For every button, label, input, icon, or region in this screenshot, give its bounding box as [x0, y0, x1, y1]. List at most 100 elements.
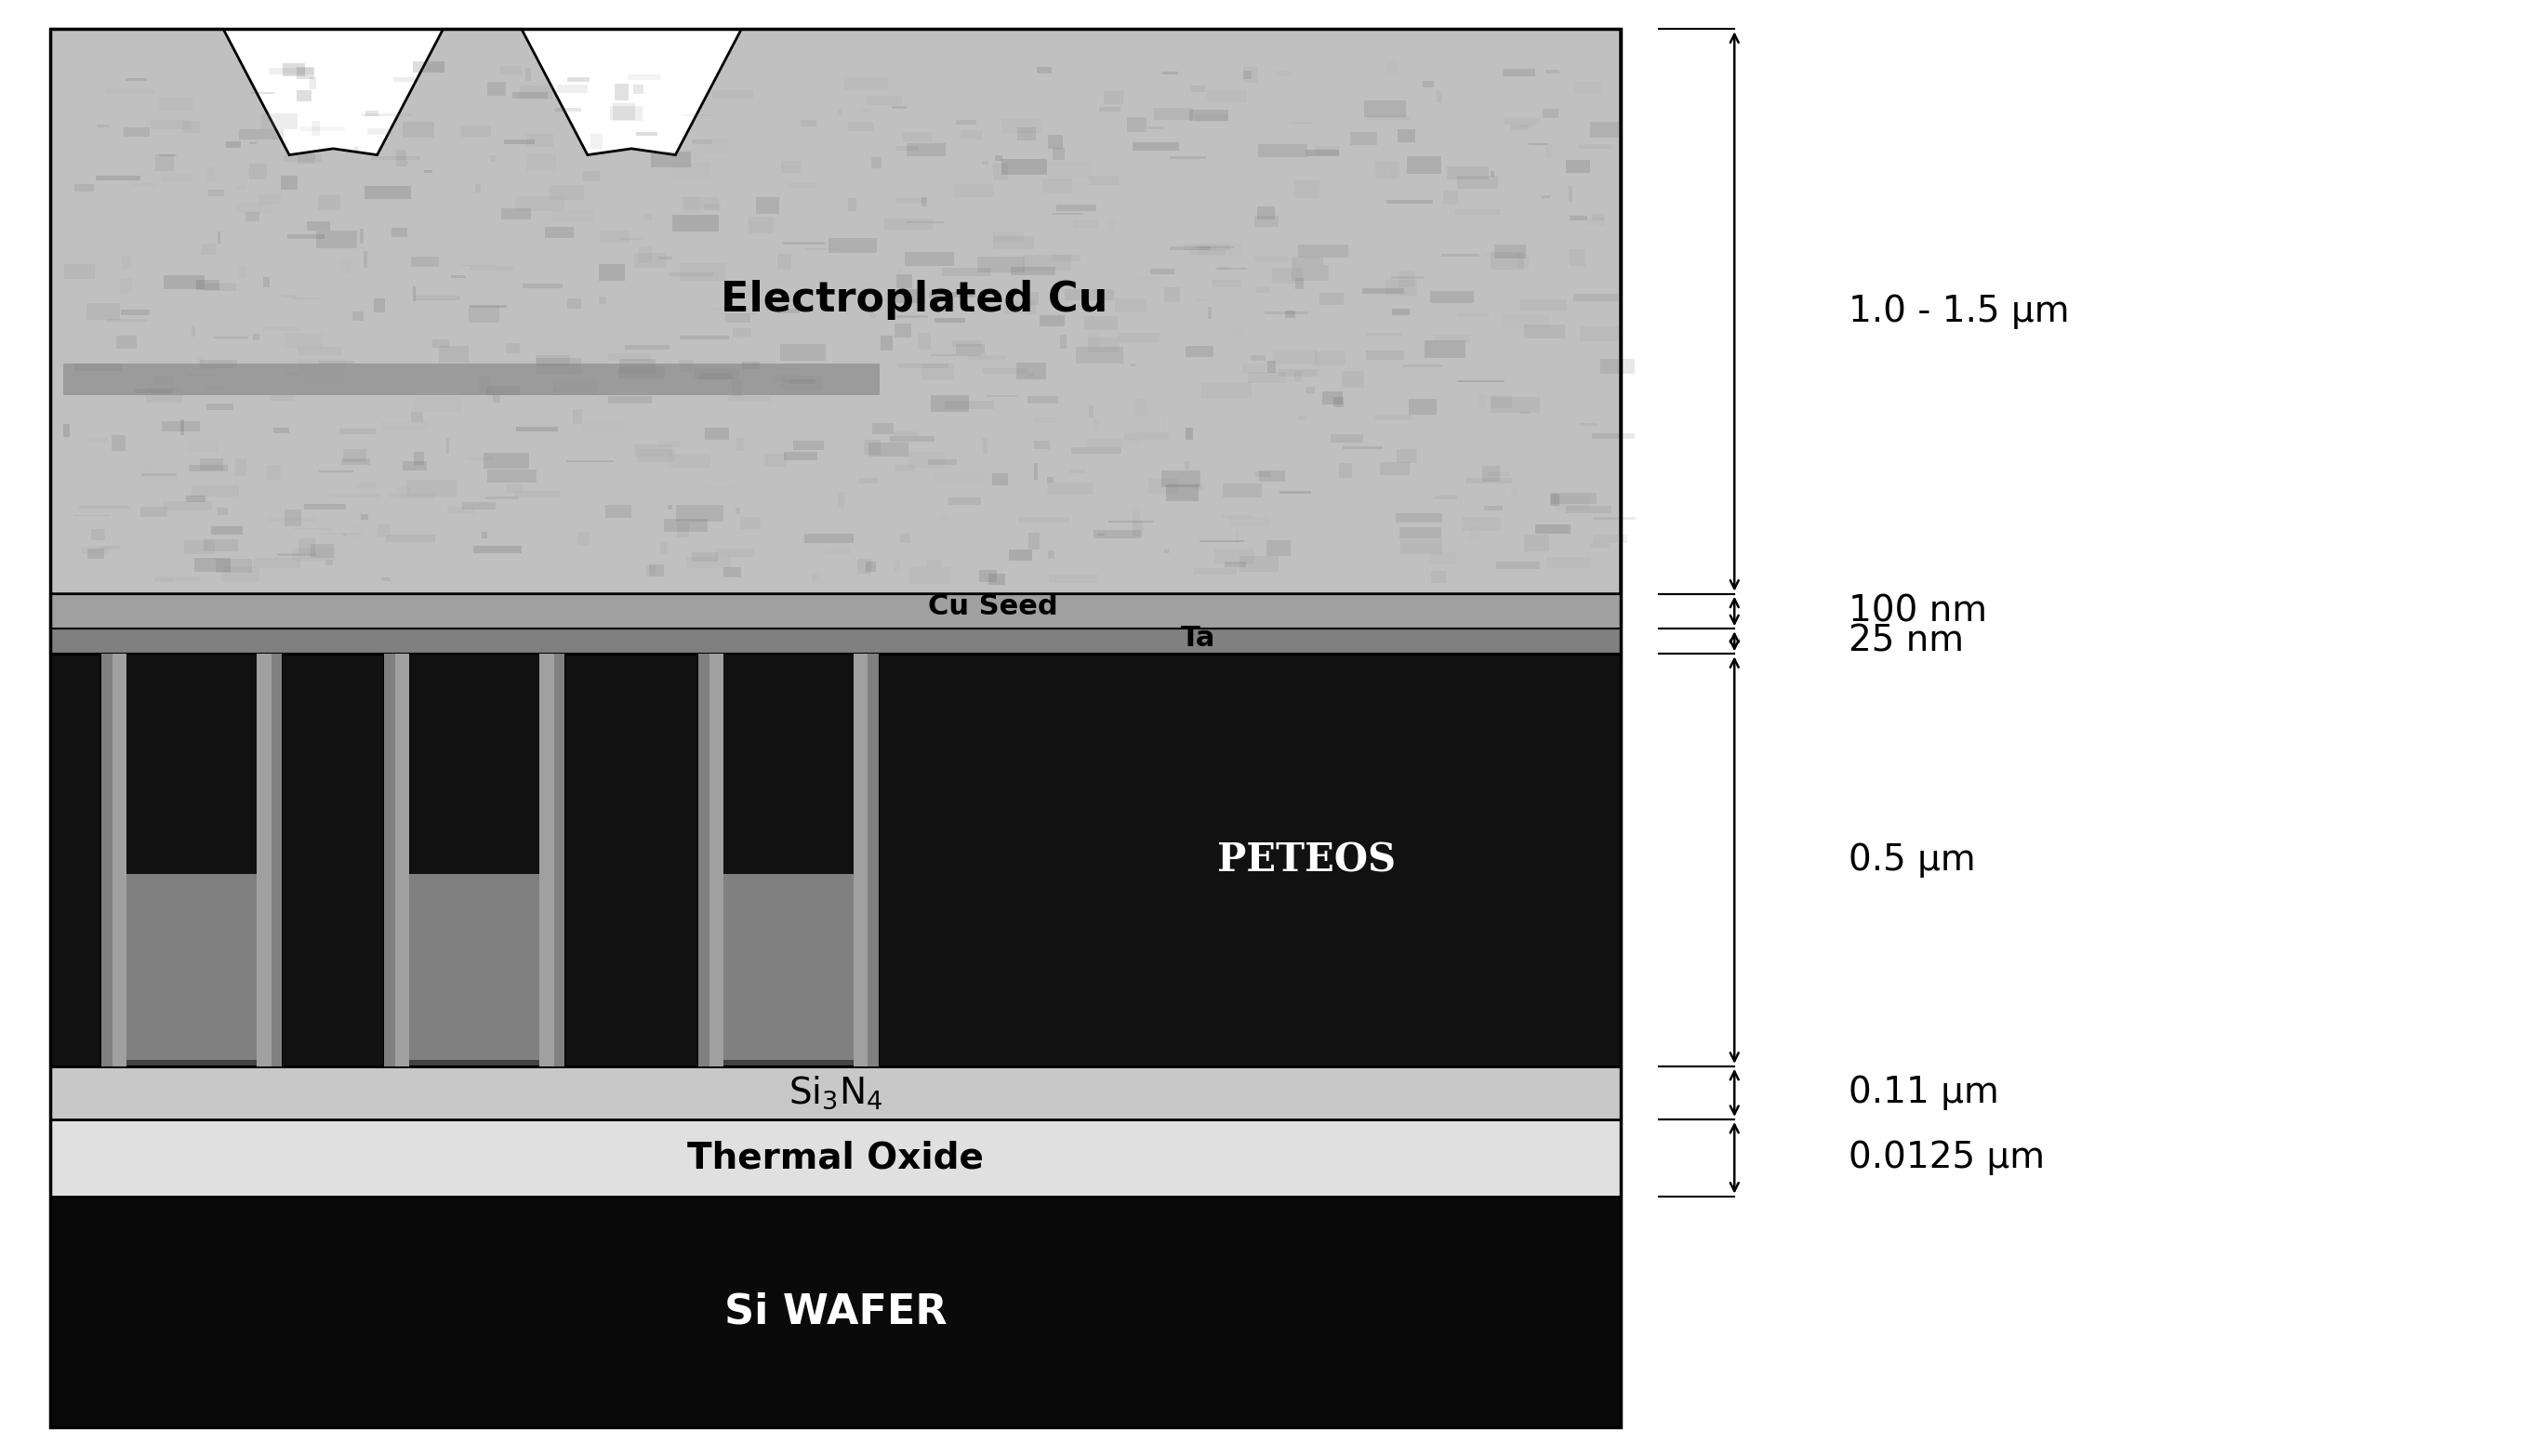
Bar [296, 90, 311, 100]
Bar [615, 83, 628, 100]
Bar [917, 333, 929, 349]
Bar [1258, 470, 1286, 482]
Bar [1165, 287, 1180, 303]
Bar [192, 326, 195, 336]
Bar [1534, 524, 1570, 533]
Bar [699, 654, 709, 1066]
Bar [1570, 186, 1572, 201]
Bar [1398, 271, 1415, 288]
Bar [1456, 380, 1504, 381]
Bar [415, 296, 461, 300]
Bar [848, 198, 856, 211]
Bar [699, 1060, 879, 1066]
Bar [1580, 424, 1598, 427]
Bar [154, 577, 200, 581]
Bar [699, 373, 732, 379]
Bar [501, 67, 522, 74]
Bar [481, 531, 489, 539]
Bar [1223, 483, 1261, 498]
Bar [1367, 333, 1403, 336]
Bar [157, 96, 195, 111]
Bar [116, 336, 137, 348]
Bar [1051, 213, 1084, 215]
Bar [1215, 268, 1246, 269]
Bar [1048, 134, 1063, 149]
Bar [284, 154, 322, 162]
Bar [1089, 333, 1099, 347]
Bar [863, 440, 881, 454]
Bar [605, 504, 630, 517]
Bar [380, 577, 390, 581]
Bar [486, 470, 537, 483]
Bar [871, 424, 894, 434]
Bar [1322, 392, 1342, 405]
Bar [952, 183, 993, 197]
Bar [871, 157, 881, 169]
Bar [1501, 316, 1550, 328]
Bar [1033, 441, 1051, 448]
Bar [205, 284, 235, 291]
Bar [1342, 371, 1365, 387]
Bar [810, 575, 818, 582]
Text: 0.11 μm: 0.11 μm [1848, 1075, 1998, 1111]
Bar [1005, 300, 1036, 314]
Bar [777, 309, 800, 313]
Bar [1048, 483, 1094, 495]
Bar [1504, 68, 1534, 76]
Bar [1195, 246, 1233, 249]
Bar [1127, 116, 1147, 132]
Bar [1486, 472, 1509, 476]
Bar [1132, 141, 1180, 151]
Bar [491, 396, 501, 402]
Bar [1542, 109, 1557, 118]
Bar [1137, 277, 1162, 280]
Bar [674, 215, 719, 232]
Bar [1253, 470, 1271, 476]
Bar [1208, 307, 1210, 319]
Bar [906, 221, 944, 223]
Bar [299, 347, 342, 355]
Bar [993, 163, 1008, 181]
Bar [281, 176, 299, 189]
Bar [944, 400, 993, 409]
Bar [646, 565, 656, 575]
Bar [577, 531, 590, 546]
Bar [782, 242, 825, 245]
Bar [1074, 220, 1096, 229]
Bar [1365, 100, 1405, 118]
Bar [987, 395, 1018, 396]
Bar [208, 189, 223, 197]
Bar [342, 534, 347, 536]
Bar [1593, 214, 1603, 220]
Bar [339, 428, 375, 434]
Bar [403, 462, 428, 470]
Bar [757, 197, 780, 214]
Bar [1051, 255, 1081, 261]
Bar [1400, 539, 1443, 555]
Bar [706, 486, 732, 488]
Bar [238, 266, 246, 278]
Bar [1512, 489, 1519, 496]
Bar [144, 464, 152, 479]
Bar [805, 249, 841, 250]
Bar [929, 293, 975, 297]
Bar [1408, 156, 1441, 173]
Bar [1028, 396, 1058, 403]
Bar [1428, 552, 1456, 565]
Bar [235, 459, 246, 476]
Bar [1395, 513, 1443, 523]
Bar [858, 559, 871, 574]
Bar [306, 221, 329, 232]
Bar [1433, 335, 1471, 342]
Bar [51, 629, 1620, 654]
Bar [410, 256, 438, 266]
Bar [484, 453, 529, 469]
Bar [410, 875, 539, 1060]
Bar [694, 368, 739, 380]
Bar [785, 451, 818, 460]
Text: 1.0 - 1.5 μm: 1.0 - 1.5 μm [1848, 294, 2069, 329]
Bar [633, 444, 674, 456]
Bar [1484, 253, 1522, 256]
Bar [1393, 309, 1410, 314]
Bar [1162, 470, 1200, 486]
